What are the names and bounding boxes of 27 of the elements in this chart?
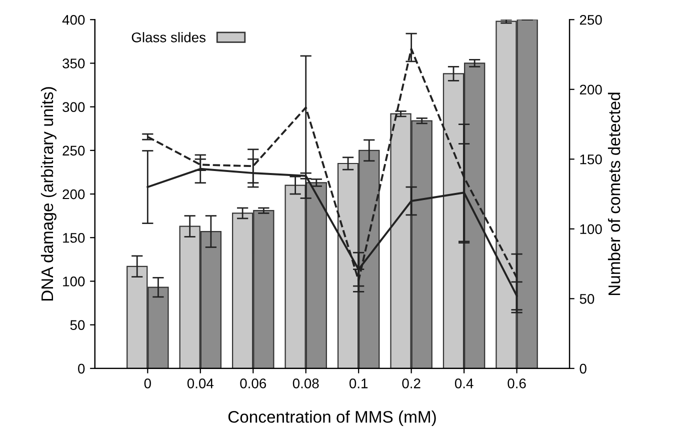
x-tick-label: 0.6: [508, 378, 526, 388]
y-tick-label: 150: [63, 232, 85, 243]
x-tick-label: 0.2: [402, 378, 420, 388]
x-tick-label: 0.04: [187, 378, 214, 388]
y-tick-label: 300: [62, 102, 85, 112]
y-tick-label: 200: [62, 189, 85, 200]
y-tick-label: 350: [62, 58, 85, 68]
x-tick-label: 0: [144, 378, 151, 388]
x-tick-label: 0.06: [240, 378, 266, 388]
y-tick-label: 100: [63, 276, 85, 286]
legend-label: Glass slides: [132, 32, 206, 42]
y2-axis-title: Number of comets detected: [608, 92, 620, 296]
y-tick-label: 0: [78, 364, 85, 374]
x-tick-label: 0.08: [292, 378, 319, 388]
y2-tick-label: 0: [580, 364, 586, 374]
y2-tick-label: 200: [580, 84, 602, 95]
y-tick-label: 400: [62, 14, 85, 25]
y2-tick-label: 100: [580, 224, 602, 234]
x-tick-label: 0.1: [349, 378, 368, 388]
y-tick-label: 250: [62, 146, 85, 156]
y2-tick-label: 50: [580, 294, 594, 304]
y-tick-label: 50: [70, 320, 85, 330]
y2-tick-label: 150: [580, 154, 602, 164]
x-axis-title: Concentration of MMS (mM): [228, 410, 436, 426]
x-tick-label: 0.4: [454, 378, 474, 388]
y2-tick-label: 250: [580, 14, 602, 25]
y-axis-title: DNA damage (arbitrary units): [40, 87, 56, 301]
